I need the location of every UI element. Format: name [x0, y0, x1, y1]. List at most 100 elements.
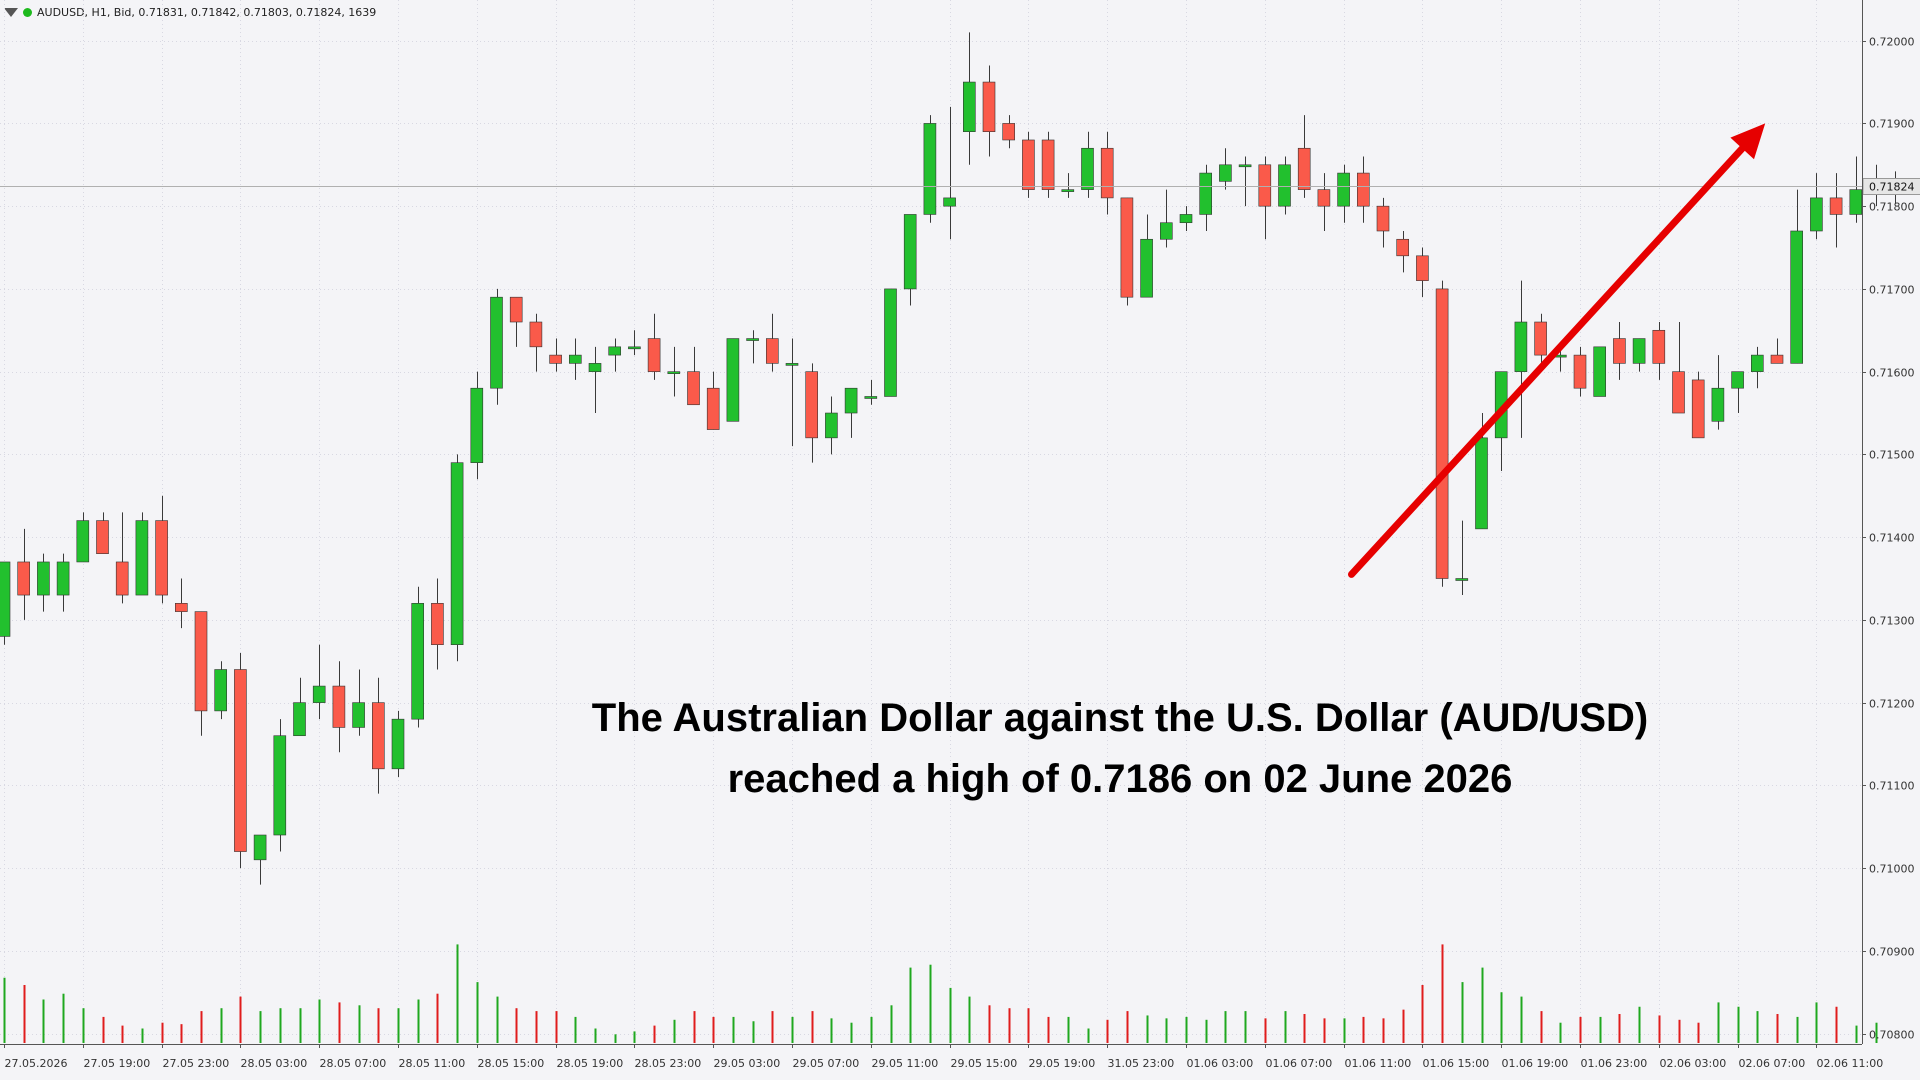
x-tick-label: 01.06 11:00	[1345, 1057, 1412, 1070]
candle-body-bull	[923, 123, 937, 215]
trend-arrow-head	[1730, 123, 1766, 160]
candle-body-bull	[1278, 164, 1291, 207]
candle-body-bear	[17, 561, 31, 596]
candle-body-bull	[844, 387, 858, 414]
candle-body-bear	[96, 520, 109, 554]
candle-body-bull	[1337, 172, 1350, 207]
x-tick-label: 28.05 07:00	[320, 1057, 387, 1070]
x-tick-label: 28.05 23:00	[635, 1057, 702, 1070]
x-tick-label: 27.05 23:00	[163, 1057, 230, 1070]
candle-body-bull	[293, 702, 306, 737]
candle-body-bear	[1770, 354, 1784, 364]
y-tick-label: 0.71000	[1869, 863, 1915, 876]
y-tick-label: 0.71300	[1869, 615, 1915, 628]
candle-body-bull	[1179, 214, 1193, 224]
candle-body-bull	[352, 702, 365, 728]
candle-body-bull	[1790, 230, 1803, 364]
x-tick-label: 02.06 07:00	[1739, 1057, 1806, 1070]
candle-body-bull	[667, 371, 681, 374]
annotation-line-1: The Australian Dollar against the U.S. D…	[591, 696, 1649, 740]
candle-body-bull	[135, 520, 149, 596]
candle-body-bull	[273, 735, 287, 836]
candle-body-bull	[214, 669, 227, 712]
candle-body-bull	[1514, 321, 1528, 372]
candle-body-bear	[371, 702, 385, 770]
y-tick-label: 0.70900	[1869, 946, 1915, 959]
candle-body-bull	[1199, 172, 1212, 215]
candle-body-bull	[1160, 222, 1173, 240]
candle-body-bear	[1652, 329, 1666, 364]
candle-body-bull	[37, 561, 50, 596]
candle-body-bull	[1632, 338, 1646, 364]
candle-body-bear	[1022, 139, 1035, 190]
x-tick-label: 01.06 15:00	[1423, 1057, 1490, 1070]
candle-body-bull	[411, 603, 425, 720]
candle-body-bull	[628, 346, 641, 350]
candle-body-bull	[962, 81, 976, 133]
y-tick-label: 0.71200	[1869, 698, 1915, 711]
candle-body-bear	[1317, 189, 1331, 207]
candle-body-bear	[1376, 205, 1390, 232]
candle-body-bull	[903, 214, 917, 290]
candle-body-bear	[155, 520, 168, 596]
candle-body-bear	[1357, 172, 1370, 207]
candle-body-bull	[1593, 346, 1606, 397]
chart-title-bar: AUDUSD, H1, Bid, 0.71831, 0.71842, 0.718…	[4, 2, 376, 22]
candle-body-bull	[943, 197, 956, 207]
candle-body-bear	[1573, 354, 1587, 389]
candle-body-bull	[1061, 189, 1075, 192]
candle-body-bull	[1219, 164, 1232, 182]
x-tick-label: 29.05 19:00	[1029, 1057, 1096, 1070]
x-tick-label: 28.05 19:00	[557, 1057, 624, 1070]
candle-body-bull	[56, 561, 70, 596]
candle-body-bull	[312, 685, 326, 703]
candle-body-bear	[805, 371, 819, 439]
candle-body-bull	[1810, 197, 1823, 232]
candle-body-bear	[1396, 238, 1409, 257]
candle-body-bull	[1711, 387, 1725, 422]
candle-body-bull	[490, 296, 503, 389]
y-tick-label: 0.71400	[1869, 532, 1915, 545]
candle-body-bear	[332, 685, 346, 728]
candle-body-bull	[588, 363, 602, 372]
candles	[0, 32, 1902, 885]
y-tick-label: 0.72000	[1869, 36, 1915, 49]
candle-body-bull	[1751, 354, 1764, 372]
x-tick-label: 02.06 03:00	[1660, 1057, 1727, 1070]
candle-body-bear	[1416, 255, 1429, 281]
candle-body-bear	[115, 561, 129, 596]
candle-body-bear	[529, 321, 543, 348]
candle-body-bull	[1455, 578, 1469, 581]
candle-body-bear	[1100, 147, 1114, 199]
candle-body-bull	[1238, 164, 1252, 168]
x-tick-label: 27.05 19:00	[84, 1057, 151, 1070]
y-tick-label: 0.71900	[1869, 118, 1915, 131]
candle-body-bear	[549, 354, 562, 364]
volume-bars	[3, 944, 1878, 1043]
candle-body-bear	[194, 611, 208, 712]
candle-body-bull	[76, 520, 90, 563]
x-tick-label: 01.06 19:00	[1502, 1057, 1569, 1070]
chart-title: AUDUSD, H1, Bid, 0.71831, 0.71842, 0.718…	[37, 5, 377, 19]
candle-body-bear	[982, 81, 996, 133]
dropdown-triangle-icon[interactable]	[4, 7, 18, 17]
candle-body-bear	[431, 603, 444, 646]
candle-body-bull	[1849, 189, 1863, 215]
x-tick-label: 28.05 03:00	[241, 1057, 308, 1070]
candle-body-bull	[884, 288, 897, 397]
current-price-line: 0.71824	[0, 178, 1920, 195]
candle-body-bear	[175, 603, 188, 612]
x-tick-label: 28.05 15:00	[478, 1057, 545, 1070]
candle-body-bear	[234, 669, 247, 852]
candle-body-bull	[568, 354, 582, 364]
y-tick-label: 0.71700	[1869, 284, 1915, 297]
candle-body-bear	[1613, 338, 1626, 364]
candle-body-bear	[1691, 379, 1705, 439]
x-tick-label: 31.05 23:00	[1108, 1057, 1175, 1070]
chart-annotation: The Australian Dollar against the U.S. D…	[590, 688, 1650, 810]
trend-arrow	[1347, 123, 1766, 578]
candle-body-bear	[706, 387, 720, 430]
